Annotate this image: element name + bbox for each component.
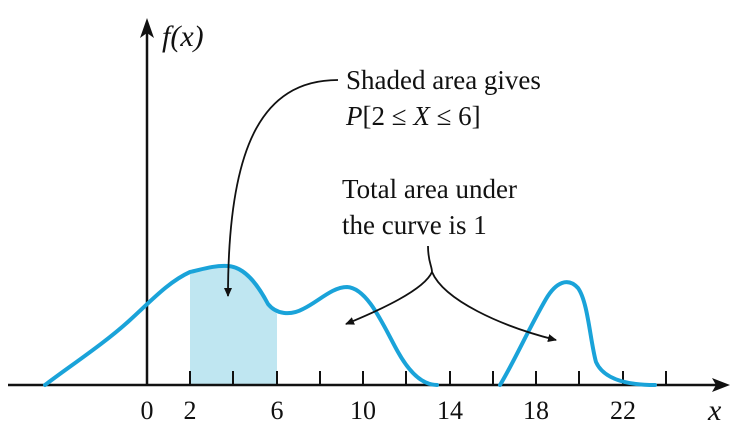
shaded-area-caption-line1: Shaded area gives xyxy=(346,65,541,95)
density-curve-bump xyxy=(498,280,657,387)
y-axis-label: f(x) xyxy=(162,20,204,53)
x-tick-labels: 0 2 6 10 14 18 22 xyxy=(141,396,637,425)
tick-label-6: 6 xyxy=(271,396,284,425)
total-area-caption-line1: Total area under xyxy=(342,174,517,204)
brace-stem xyxy=(427,245,433,273)
x-axis-arrow-icon xyxy=(712,378,730,392)
total-area-arrow-left xyxy=(345,271,433,325)
shaded-area xyxy=(190,265,277,385)
shaded-area-caption-line2: P[2 ≤ X ≤ 6] xyxy=(345,101,481,131)
tick-label-18: 18 xyxy=(523,396,549,425)
tick-label-14: 14 xyxy=(437,396,463,425)
total-area-caption-line2: the curve is 1 xyxy=(342,210,487,240)
total-area-arrow-right xyxy=(431,271,557,342)
tick-label-10: 10 xyxy=(350,396,376,425)
density-curve xyxy=(43,263,439,387)
probability-interval: [2 ≤ X ≤ 6] xyxy=(363,101,481,131)
tick-label-22: 22 xyxy=(610,396,636,425)
x-ticks xyxy=(189,371,667,385)
y-axis-arrow-icon xyxy=(140,18,154,38)
tick-label-0: 0 xyxy=(141,396,154,425)
shaded-area-arrow xyxy=(224,79,339,297)
tick-label-2: 2 xyxy=(184,396,197,425)
x-axis-label: x xyxy=(707,394,722,427)
probability-symbol: P xyxy=(345,101,363,131)
